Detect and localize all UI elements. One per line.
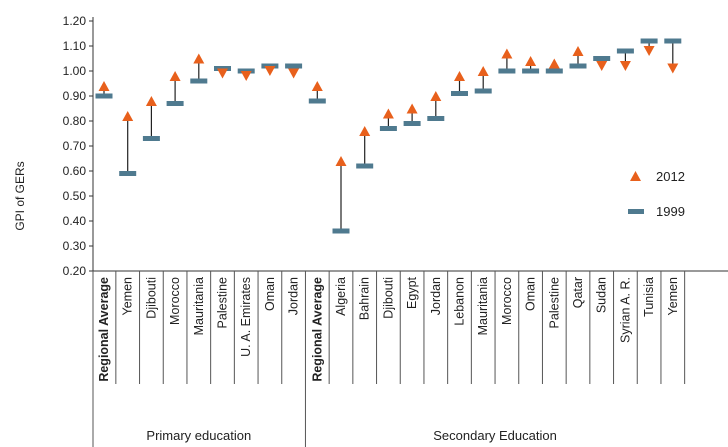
marker-2012 <box>264 66 276 76</box>
marker-2012 <box>240 71 252 81</box>
category-label: Mauritania <box>192 277 206 335</box>
category-label: Djibouti <box>144 277 158 319</box>
category-label: Djibouti <box>381 277 395 319</box>
marker-1999 <box>569 63 587 69</box>
legend-1999-label: 1999 <box>656 204 685 219</box>
y-tick-label: 0.40 <box>63 214 87 228</box>
category-label: Palestine <box>216 277 230 328</box>
legend-1999-marker <box>628 209 644 214</box>
category-label: Mauritania <box>476 277 490 335</box>
category-label: Bahrain <box>358 277 372 320</box>
marker-2012 <box>596 61 608 71</box>
category-label: Oman <box>263 277 277 311</box>
legend-2012-marker <box>630 171 641 181</box>
marker-2012 <box>122 111 134 121</box>
marker-1999 <box>119 171 137 176</box>
category-label: Morocco <box>500 277 514 325</box>
marker-2012 <box>525 56 537 66</box>
y-tick-label: 0.30 <box>63 239 87 253</box>
marker-2012 <box>359 126 371 136</box>
y-tick-label: 1.10 <box>63 39 87 53</box>
marker-1999 <box>498 68 516 74</box>
legend: 2012 1999 <box>628 169 685 219</box>
marker-1999 <box>403 121 421 126</box>
y-tick-label: 0.20 <box>63 264 87 278</box>
category-label: Yemen <box>121 277 135 316</box>
marker-2012 <box>217 68 228 79</box>
group-labels: Primary education Secondary Education <box>146 428 556 443</box>
marker-2012 <box>572 46 584 56</box>
marker-2012 <box>169 71 181 81</box>
marker-2012 <box>643 46 655 56</box>
category-label: Tunisia <box>642 277 656 317</box>
marker-2012 <box>619 61 631 71</box>
marker-1999 <box>308 98 326 104</box>
category-label: Syrian A. R. <box>618 277 632 343</box>
marker-1999 <box>379 126 397 131</box>
legend-2012-label: 2012 <box>656 169 685 184</box>
y-tick-label: 0.80 <box>63 114 87 128</box>
marker-1999 <box>95 93 113 99</box>
y-tick-label: 0.90 <box>63 89 87 103</box>
category-label: Algeria <box>334 277 348 316</box>
y-tick-labels: 0.20 0.30 0.40 0.50 0.60 0.70 0.80 0.90 1.00 1.10… <box>63 14 93 278</box>
category-label: Yemen <box>666 277 680 316</box>
category-label: Oman <box>524 277 538 311</box>
category-label: Egypt <box>405 276 419 308</box>
category-label: Jordan <box>429 277 443 315</box>
marker-2012 <box>98 81 110 91</box>
y-tick-label: 0.50 <box>63 189 87 203</box>
marker-2012 <box>548 58 560 69</box>
category-label: Lebanon <box>453 277 467 326</box>
marker-2012 <box>667 63 679 74</box>
y-tick-label: 1.00 <box>63 64 87 78</box>
marker-1999 <box>356 163 374 169</box>
marker-2012 <box>501 48 513 59</box>
category-label: Regional Average <box>310 277 324 382</box>
y-axis-label: GPI of GERs <box>13 161 27 230</box>
marker-1999 <box>664 38 682 44</box>
marker-1999 <box>474 88 492 94</box>
category-label: Sudan <box>595 277 609 313</box>
marker-1999 <box>593 56 611 61</box>
marker-2012 <box>288 68 300 79</box>
marker-1999 <box>640 38 658 44</box>
marker-1999 <box>616 48 634 54</box>
category-label: Morocco <box>168 277 182 325</box>
marker-1999 <box>522 68 540 74</box>
marker-2012 <box>454 71 465 81</box>
marker-2012 <box>406 103 418 114</box>
marker-2012 <box>145 96 157 106</box>
marker-2012 <box>477 66 489 76</box>
marker-1999 <box>285 63 303 69</box>
marker-1999 <box>427 116 445 121</box>
marker-1999 <box>166 101 184 106</box>
y-tick-label: 0.60 <box>63 164 87 178</box>
category-labels: Regional Average Yemen Djibouti Morocco Maur… <box>92 271 686 447</box>
marker-1999 <box>545 68 563 74</box>
marker-2012 <box>193 53 205 64</box>
category-label: Regional Average <box>97 277 111 382</box>
marker-1999 <box>451 91 468 96</box>
marker-1999 <box>190 78 208 84</box>
marker-2012 <box>382 108 394 119</box>
chart-axes <box>92 17 728 272</box>
marker-2012 <box>311 81 323 91</box>
marker-2012 <box>335 156 347 166</box>
group-label: Primary education <box>146 428 251 443</box>
y-tick-label: 1.20 <box>63 14 87 28</box>
marker-1999 <box>332 228 350 234</box>
category-label: Palestine <box>547 277 561 328</box>
category-label: Qatar <box>571 277 585 308</box>
data-marks <box>95 38 682 234</box>
marker-2012 <box>430 91 442 101</box>
category-label: U. A. Emirates <box>239 277 253 357</box>
marker-1999 <box>142 136 160 141</box>
y-tick-label: 0.70 <box>63 139 87 153</box>
group-label: Secondary Education <box>433 428 557 443</box>
category-label: Jordan <box>287 277 301 315</box>
